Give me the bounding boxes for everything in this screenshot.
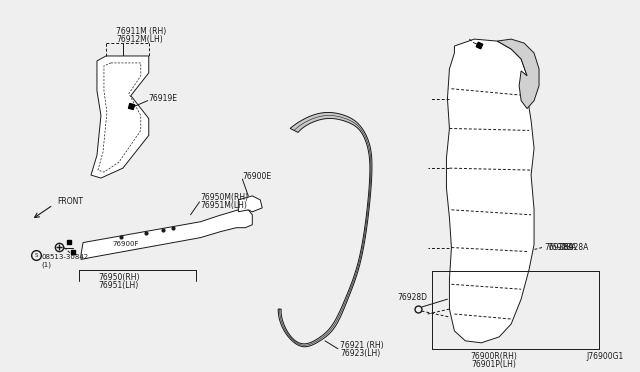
Text: 76919E: 76919E [148, 94, 178, 103]
Text: S: S [35, 253, 38, 258]
Text: 08513-30842: 08513-30842 [41, 254, 88, 260]
Polygon shape [81, 210, 252, 259]
Polygon shape [497, 39, 539, 109]
Text: 76900E: 76900E [243, 171, 271, 180]
Polygon shape [91, 56, 148, 178]
Text: 76900F: 76900F [113, 241, 140, 247]
Text: 76928A: 76928A [559, 243, 589, 252]
Text: 76901P(LH): 76901P(LH) [472, 360, 516, 369]
Polygon shape [238, 196, 262, 212]
Text: J76900G1: J76900G1 [586, 352, 623, 361]
Text: 76911M (RH): 76911M (RH) [116, 27, 166, 36]
Polygon shape [278, 112, 372, 347]
Text: FRONT: FRONT [57, 198, 83, 206]
Text: 76912M(LH): 76912M(LH) [116, 35, 163, 44]
Text: 76928D: 76928D [397, 293, 428, 302]
Text: 76921 (RH): 76921 (RH) [340, 341, 383, 350]
Text: 76950(RH): 76950(RH) [98, 273, 140, 282]
Text: 76923(LH): 76923(LH) [340, 349, 380, 358]
Text: 76951M(LH): 76951M(LH) [200, 201, 248, 210]
Text: (1): (1) [41, 261, 51, 268]
Text: 76900R(RH): 76900R(RH) [471, 352, 518, 361]
Text: 76928A: 76928A [544, 243, 573, 252]
Polygon shape [447, 39, 534, 343]
Text: 76950M(RH): 76950M(RH) [200, 193, 249, 202]
Text: 76928A: 76928A [547, 243, 577, 252]
Text: 76951(LH): 76951(LH) [99, 281, 139, 290]
